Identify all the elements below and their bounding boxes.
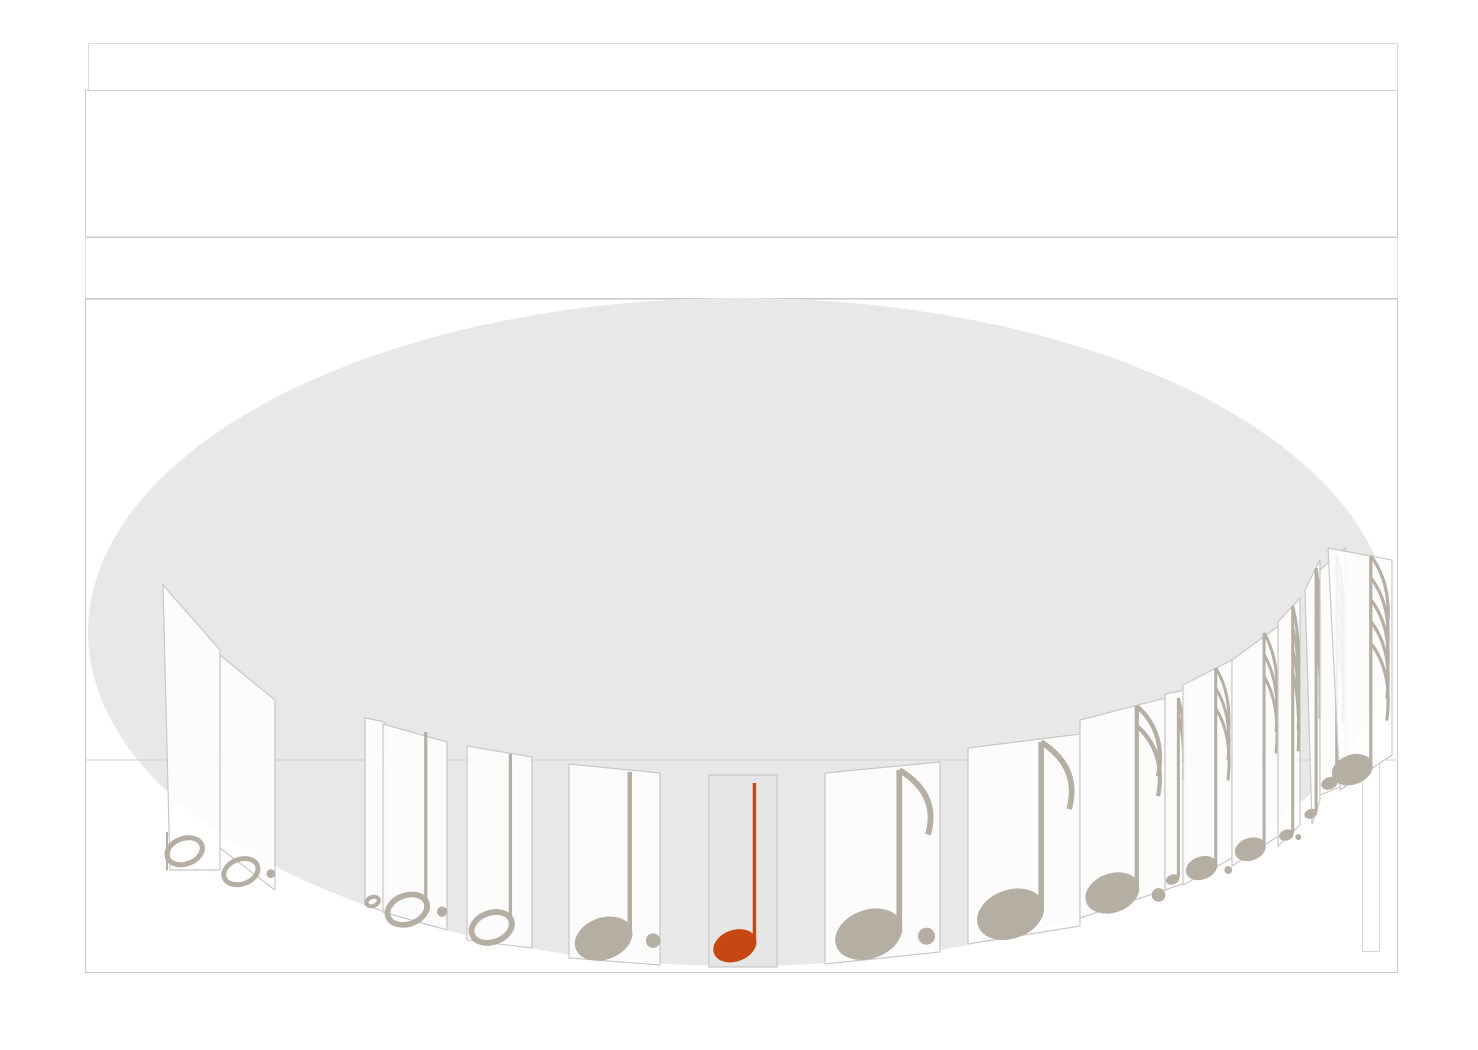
double-whole-note-icon[interactable] — [162, 583, 221, 871]
note-flag — [897, 767, 934, 836]
augmentation-dot — [1151, 888, 1166, 902]
carousel-card — [466, 745, 533, 949]
thirty-second-note-icon[interactable] — [1231, 623, 1281, 868]
carousel-card — [1231, 623, 1281, 868]
note-head — [221, 856, 261, 888]
whole-note-icon[interactable] — [364, 717, 386, 913]
note-head — [364, 894, 381, 909]
dotted-whole-note-icon[interactable] — [219, 653, 276, 892]
augmentation-dot — [1295, 834, 1302, 841]
augmentation-dot — [437, 906, 448, 917]
dotted-eighth-note-icon[interactable] — [824, 761, 941, 968]
carousel-card — [162, 583, 221, 871]
note-flag — [1291, 671, 1301, 752]
dotted-quarter-note-icon[interactable] — [568, 763, 661, 968]
carousel-card — [1182, 659, 1233, 887]
carousel-card — [568, 763, 661, 966]
eighth-note-icon[interactable] — [967, 733, 1081, 948]
carousel-card — [967, 733, 1081, 945]
dotted-sixteenth-note-icon[interactable] — [1079, 697, 1166, 920]
dotted-thirty-second-note-icon[interactable] — [1182, 659, 1233, 887]
128th-note-icon[interactable] — [1327, 547, 1393, 792]
note-flag — [1135, 724, 1163, 797]
augmentation-dot — [918, 927, 935, 945]
note-flag — [1262, 675, 1279, 754]
augmentation-dot — [266, 869, 276, 879]
dotted-sixty-fourth-note-icon[interactable] — [1277, 596, 1302, 848]
note-flag — [1369, 642, 1390, 721]
carousel-card — [824, 761, 941, 965]
quarter-note-icon[interactable] — [708, 774, 778, 968]
sixteenth-note-icon[interactable] — [1164, 689, 1186, 891]
augmentation-dot — [645, 933, 661, 948]
header-panel — [85, 90, 1398, 238]
augmentation-dot — [1224, 866, 1233, 874]
carousel-card — [364, 717, 386, 913]
dotted-half-note-icon[interactable] — [382, 723, 448, 931]
note-flag — [1214, 707, 1231, 781]
note-flag — [1039, 739, 1075, 810]
half-note-icon[interactable] — [466, 745, 533, 949]
carousel-card — [708, 774, 778, 968]
carousel-card — [219, 653, 276, 892]
